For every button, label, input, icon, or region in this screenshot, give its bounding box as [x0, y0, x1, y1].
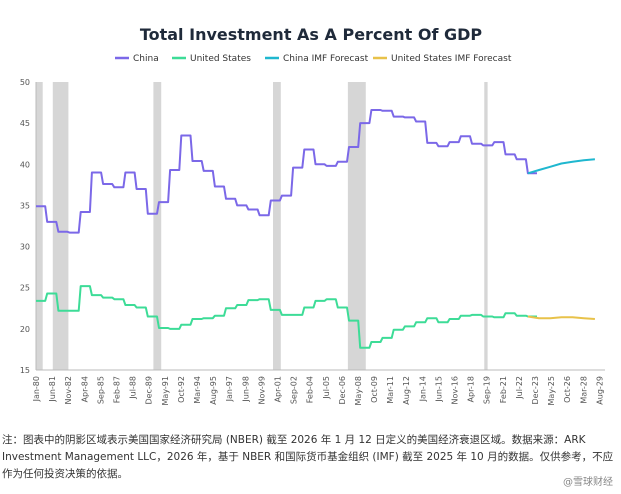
x-tick-label: Oct-92 [177, 376, 186, 403]
x-tick-label: Apr-01 [273, 376, 282, 402]
series-line-united-states [36, 285, 537, 349]
x-tick-label: Jan-14 [418, 376, 427, 402]
x-tick-label: Sep-19 [483, 376, 492, 404]
x-tick-label: Jun-15 [434, 376, 443, 403]
x-tick-label: May-08 [354, 376, 363, 405]
x-tick-label: Apr-84 [80, 376, 89, 402]
y-tick-label: 35 [20, 201, 30, 210]
x-tick-label: Aug-12 [402, 376, 411, 405]
x-tick-label: May-25 [547, 376, 556, 405]
x-tick-label: Dec-06 [338, 376, 347, 405]
series-line-china-imf-forecast [527, 158, 595, 175]
legend-label: United States [190, 54, 251, 64]
recession-band [153, 82, 162, 370]
x-tick-label: May-91 [161, 376, 170, 405]
x-tick-label: Jun-98 [241, 376, 250, 403]
x-tick-label: Nov-82 [64, 376, 73, 404]
x-tick-label: Mar-11 [386, 376, 395, 404]
x-tick-label: Feb-87 [112, 376, 121, 403]
series-line-china [36, 109, 537, 234]
y-tick-label: 25 [20, 284, 30, 293]
recession-shading [36, 82, 488, 370]
x-tick-label: Aug-95 [209, 376, 218, 405]
x-tick-label: Jul-22 [515, 376, 524, 400]
x-tick-label: Aug-29 [595, 376, 604, 405]
y-tick-label: 20 [20, 325, 30, 334]
x-tick-label: Jan-97 [225, 376, 234, 402]
x-tick-label: Nov-16 [451, 376, 460, 404]
x-tick-label: Mar-28 [579, 376, 588, 404]
x-tick-label: Apr-18 [467, 376, 476, 402]
legend-label: China IMF Forecast [283, 54, 369, 64]
x-tick-label: Jul-88 [129, 376, 138, 400]
footnote: 注：图表中的阴影区域表示美国国家经济研究局 (NBER) 截至 2026 年 1… [2, 434, 614, 480]
x-tick-label: Dec-89 [145, 376, 154, 405]
recession-band [52, 82, 69, 370]
x-tick-label: Jan-80 [32, 376, 41, 402]
y-tick-label: 30 [20, 243, 30, 252]
legend-label: United States IMF Forecast [391, 54, 512, 64]
recession-band [347, 82, 366, 370]
x-tick-label: Dec-23 [531, 376, 540, 405]
x-tick-label: Jun-81 [48, 376, 57, 403]
y-tick-label: 15 [20, 366, 30, 375]
x-tick-label: Sep-02 [290, 376, 299, 404]
x-tick-label: Mar-94 [193, 376, 202, 404]
x-tick-label: Feb-21 [499, 376, 508, 403]
watermark: @雪球财经 [563, 477, 613, 488]
x-tick-label: Nov-99 [257, 376, 266, 404]
x-tick-label: Oct-26 [563, 376, 572, 403]
y-tick-label: 45 [20, 119, 30, 128]
line-chart: Total Investment As A Percent Of GDP Chi… [20, 25, 605, 405]
recession-band [272, 82, 281, 370]
x-tick-label: Feb-04 [306, 376, 315, 403]
y-tick-label: 50 [20, 78, 30, 87]
chart-title: Total Investment As A Percent Of GDP [140, 25, 483, 44]
x-tick-label: Jul-05 [322, 376, 331, 400]
x-tick-label: Sep-85 [96, 376, 105, 404]
chart-legend: China United States China IMF Forecast Unit… [115, 54, 512, 64]
x-tick-label: Oct-09 [370, 376, 379, 403]
chart-axes: 15 20 25 30 35 40 45 50 Jan-80 Jun-81 Nov-82 Apr-84… [20, 78, 605, 405]
series-line-united-states-imf-forecast [527, 315, 595, 320]
y-tick-label: 40 [20, 160, 30, 169]
series-lines [36, 109, 595, 349]
recession-band [484, 82, 488, 370]
recession-band [36, 82, 43, 370]
legend-label: China [133, 54, 159, 64]
